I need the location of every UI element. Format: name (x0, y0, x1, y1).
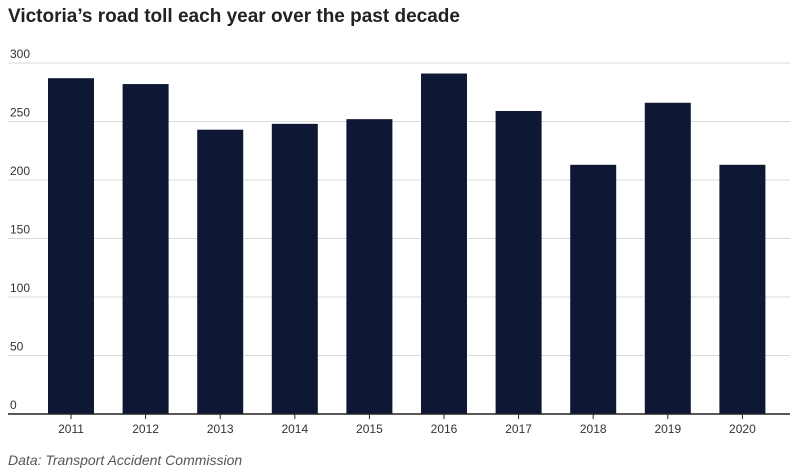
x-tick-label: 2017 (505, 422, 532, 436)
y-tick-label: 150 (10, 223, 30, 237)
x-tick-label: 2014 (281, 422, 308, 436)
chart-title: Victoria’s road toll each year over the … (8, 6, 460, 27)
bar-2018 (570, 164, 617, 414)
bar-2012 (122, 84, 169, 414)
y-tick-label: 250 (10, 106, 30, 120)
bar-2014 (271, 123, 318, 414)
x-tick-label: 2011 (58, 422, 84, 436)
bar-2019 (644, 102, 691, 414)
y-tick-label: 300 (10, 47, 30, 61)
y-tick-label: 200 (10, 164, 30, 178)
y-tick-label: 0 (10, 398, 17, 412)
bar-2016 (421, 73, 467, 414)
bar-2020 (719, 164, 766, 414)
y-tick-label: 100 (10, 281, 30, 295)
x-tick-label: 2018 (580, 422, 607, 436)
x-tick-label: 2013 (207, 422, 234, 436)
bar-2011 (48, 78, 94, 415)
bars (48, 73, 766, 415)
x-tick-label: 2012 (132, 422, 159, 436)
y-tick-label: 50 (10, 340, 24, 354)
bar-2017 (495, 110, 542, 414)
bar-2013 (197, 129, 244, 414)
x-tick-label: 2016 (431, 422, 458, 436)
x-axis-ticks: 2011 2012 2013 2014 2015 2016 2017 2018 2019 2020 (58, 414, 756, 436)
x-tick-label: 2019 (654, 422, 681, 436)
y-axis-ticks: 0 50 100 150 200 250 300 (10, 47, 30, 412)
bar-2015 (346, 119, 393, 414)
x-tick-label: 2020 (729, 422, 756, 436)
x-tick-label: 2015 (356, 422, 383, 436)
data-source: Data: Transport Accident Commission (8, 452, 243, 468)
